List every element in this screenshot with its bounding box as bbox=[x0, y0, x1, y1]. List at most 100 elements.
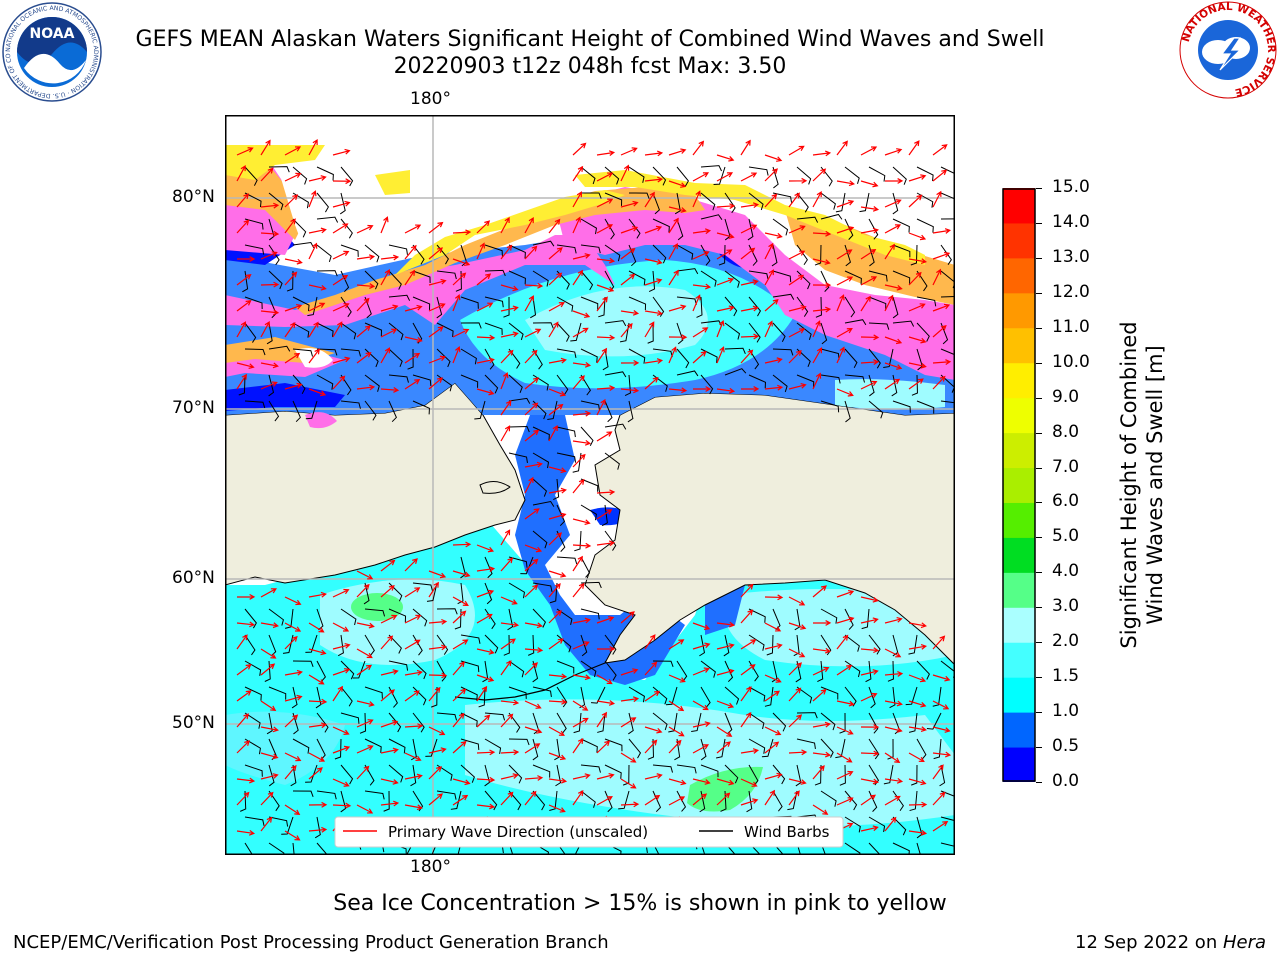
wind-barb bbox=[604, 530, 617, 551]
wave-direction-arrow bbox=[884, 148, 903, 156]
wave-direction-arrow bbox=[356, 570, 374, 580]
colorbar-block bbox=[1003, 747, 1035, 782]
wind-barb bbox=[868, 686, 876, 709]
wind-barb bbox=[700, 374, 714, 395]
wave-direction-arrow bbox=[692, 228, 712, 235]
wave-direction-arrow bbox=[404, 587, 421, 598]
wave-direction-arrow bbox=[452, 258, 471, 267]
wave-direction-arrow bbox=[356, 351, 372, 364]
wind-barb bbox=[627, 400, 634, 423]
wind-barb bbox=[604, 218, 615, 240]
wave-direction-arrow bbox=[500, 621, 520, 628]
wind-barb bbox=[412, 270, 431, 284]
wave-direction-arrow bbox=[668, 334, 688, 341]
wind-barb bbox=[580, 374, 592, 396]
wave-direction-arrow bbox=[884, 294, 894, 312]
wave-direction-arrow bbox=[500, 284, 519, 292]
wave-direction-arrow bbox=[428, 581, 439, 598]
wind-barb bbox=[484, 634, 499, 654]
wave-direction-arrow bbox=[236, 373, 247, 390]
wave-direction-arrow bbox=[524, 662, 538, 676]
wind-barb bbox=[628, 218, 641, 239]
wind-barb bbox=[700, 244, 711, 266]
wind-barb bbox=[868, 322, 890, 330]
wind-barb bbox=[868, 738, 880, 760]
wind-barb bbox=[532, 500, 555, 507]
wind-barb bbox=[887, 738, 894, 760]
wave-direction-arrow bbox=[308, 284, 327, 291]
wave-direction-arrow bbox=[284, 172, 302, 182]
wind-barb bbox=[532, 790, 546, 811]
wind-barb bbox=[887, 660, 894, 682]
wave-direction-arrow bbox=[524, 377, 540, 390]
wave-direction-arrow bbox=[476, 803, 496, 810]
wave-direction-arrow bbox=[788, 349, 802, 364]
wind-barb bbox=[844, 374, 866, 383]
wave-direction-arrow bbox=[788, 145, 805, 156]
colorbar-block bbox=[1003, 607, 1035, 643]
wave-direction-arrow bbox=[836, 726, 854, 735]
wave-direction-arrow bbox=[332, 622, 350, 632]
wind-barb bbox=[412, 790, 424, 812]
wind-barb bbox=[796, 712, 818, 719]
wind-barb bbox=[290, 764, 297, 787]
wind-barb bbox=[412, 712, 425, 733]
wave-direction-arrow bbox=[548, 487, 567, 494]
wave-direction-arrow bbox=[548, 512, 567, 520]
wind-barb bbox=[796, 374, 815, 388]
wind-barb bbox=[388, 270, 402, 290]
wave-direction-arrow bbox=[524, 328, 542, 338]
wind-barb bbox=[748, 192, 764, 211]
colorbar-tick-label: 6.0 bbox=[1052, 491, 1080, 512]
wave-direction-arrow bbox=[716, 319, 725, 338]
wave-direction-arrow bbox=[620, 225, 639, 234]
wave-direction-arrow bbox=[764, 242, 774, 260]
wind-barb bbox=[244, 218, 264, 230]
wind-barb bbox=[340, 790, 347, 813]
wind-barb bbox=[940, 790, 955, 797]
wave-direction-arrow bbox=[548, 752, 567, 761]
wind-barb bbox=[460, 686, 478, 701]
wave-direction-arrow bbox=[764, 622, 782, 632]
wind-barb bbox=[460, 634, 481, 644]
wave-direction-arrow bbox=[932, 144, 948, 156]
wave-direction-arrow bbox=[812, 306, 832, 313]
wave-direction-arrow bbox=[740, 386, 760, 392]
wave-direction-arrow bbox=[356, 583, 370, 598]
wave-direction-arrow bbox=[524, 544, 543, 553]
wind-barb bbox=[604, 320, 627, 327]
colorbar-tick-mark bbox=[1036, 222, 1042, 224]
wave-direction-arrow bbox=[428, 793, 443, 806]
wave-direction-arrow bbox=[860, 146, 878, 156]
wind-barb bbox=[292, 322, 310, 338]
wind-barb bbox=[940, 842, 955, 847]
wind-barb bbox=[820, 790, 837, 807]
wave-direction-arrow bbox=[908, 643, 928, 650]
colorbar-tick-mark bbox=[1036, 677, 1042, 679]
wind-barb bbox=[316, 166, 334, 181]
wind-barb bbox=[364, 270, 379, 290]
wind-barb bbox=[244, 842, 254, 855]
lat-label-50: 50°N bbox=[172, 713, 215, 733]
wind-barb bbox=[628, 166, 645, 183]
wind-barb bbox=[281, 816, 294, 835]
wave-direction-arrow bbox=[860, 206, 880, 212]
wave-direction-arrow bbox=[572, 790, 584, 806]
wind-barb bbox=[820, 374, 841, 384]
colorbar-tick-label: 12.0 bbox=[1052, 281, 1090, 302]
wave-direction-arrow bbox=[596, 224, 614, 234]
wind-barb bbox=[244, 686, 262, 701]
wave-direction-arrow bbox=[404, 669, 423, 676]
wave-direction-arrow bbox=[644, 310, 664, 316]
wave-direction-arrow bbox=[332, 223, 349, 234]
wave-direction-arrow bbox=[884, 670, 904, 677]
wave-direction-arrow bbox=[572, 582, 585, 598]
wave-direction-arrow bbox=[404, 336, 423, 343]
wave-direction-arrow bbox=[596, 284, 615, 293]
wind-barb bbox=[292, 348, 314, 357]
wind-barb bbox=[597, 712, 606, 733]
wave-direction-arrow bbox=[596, 740, 611, 754]
wind-barb bbox=[508, 686, 527, 699]
wind-barb bbox=[244, 348, 266, 356]
wind-barb bbox=[796, 192, 809, 213]
